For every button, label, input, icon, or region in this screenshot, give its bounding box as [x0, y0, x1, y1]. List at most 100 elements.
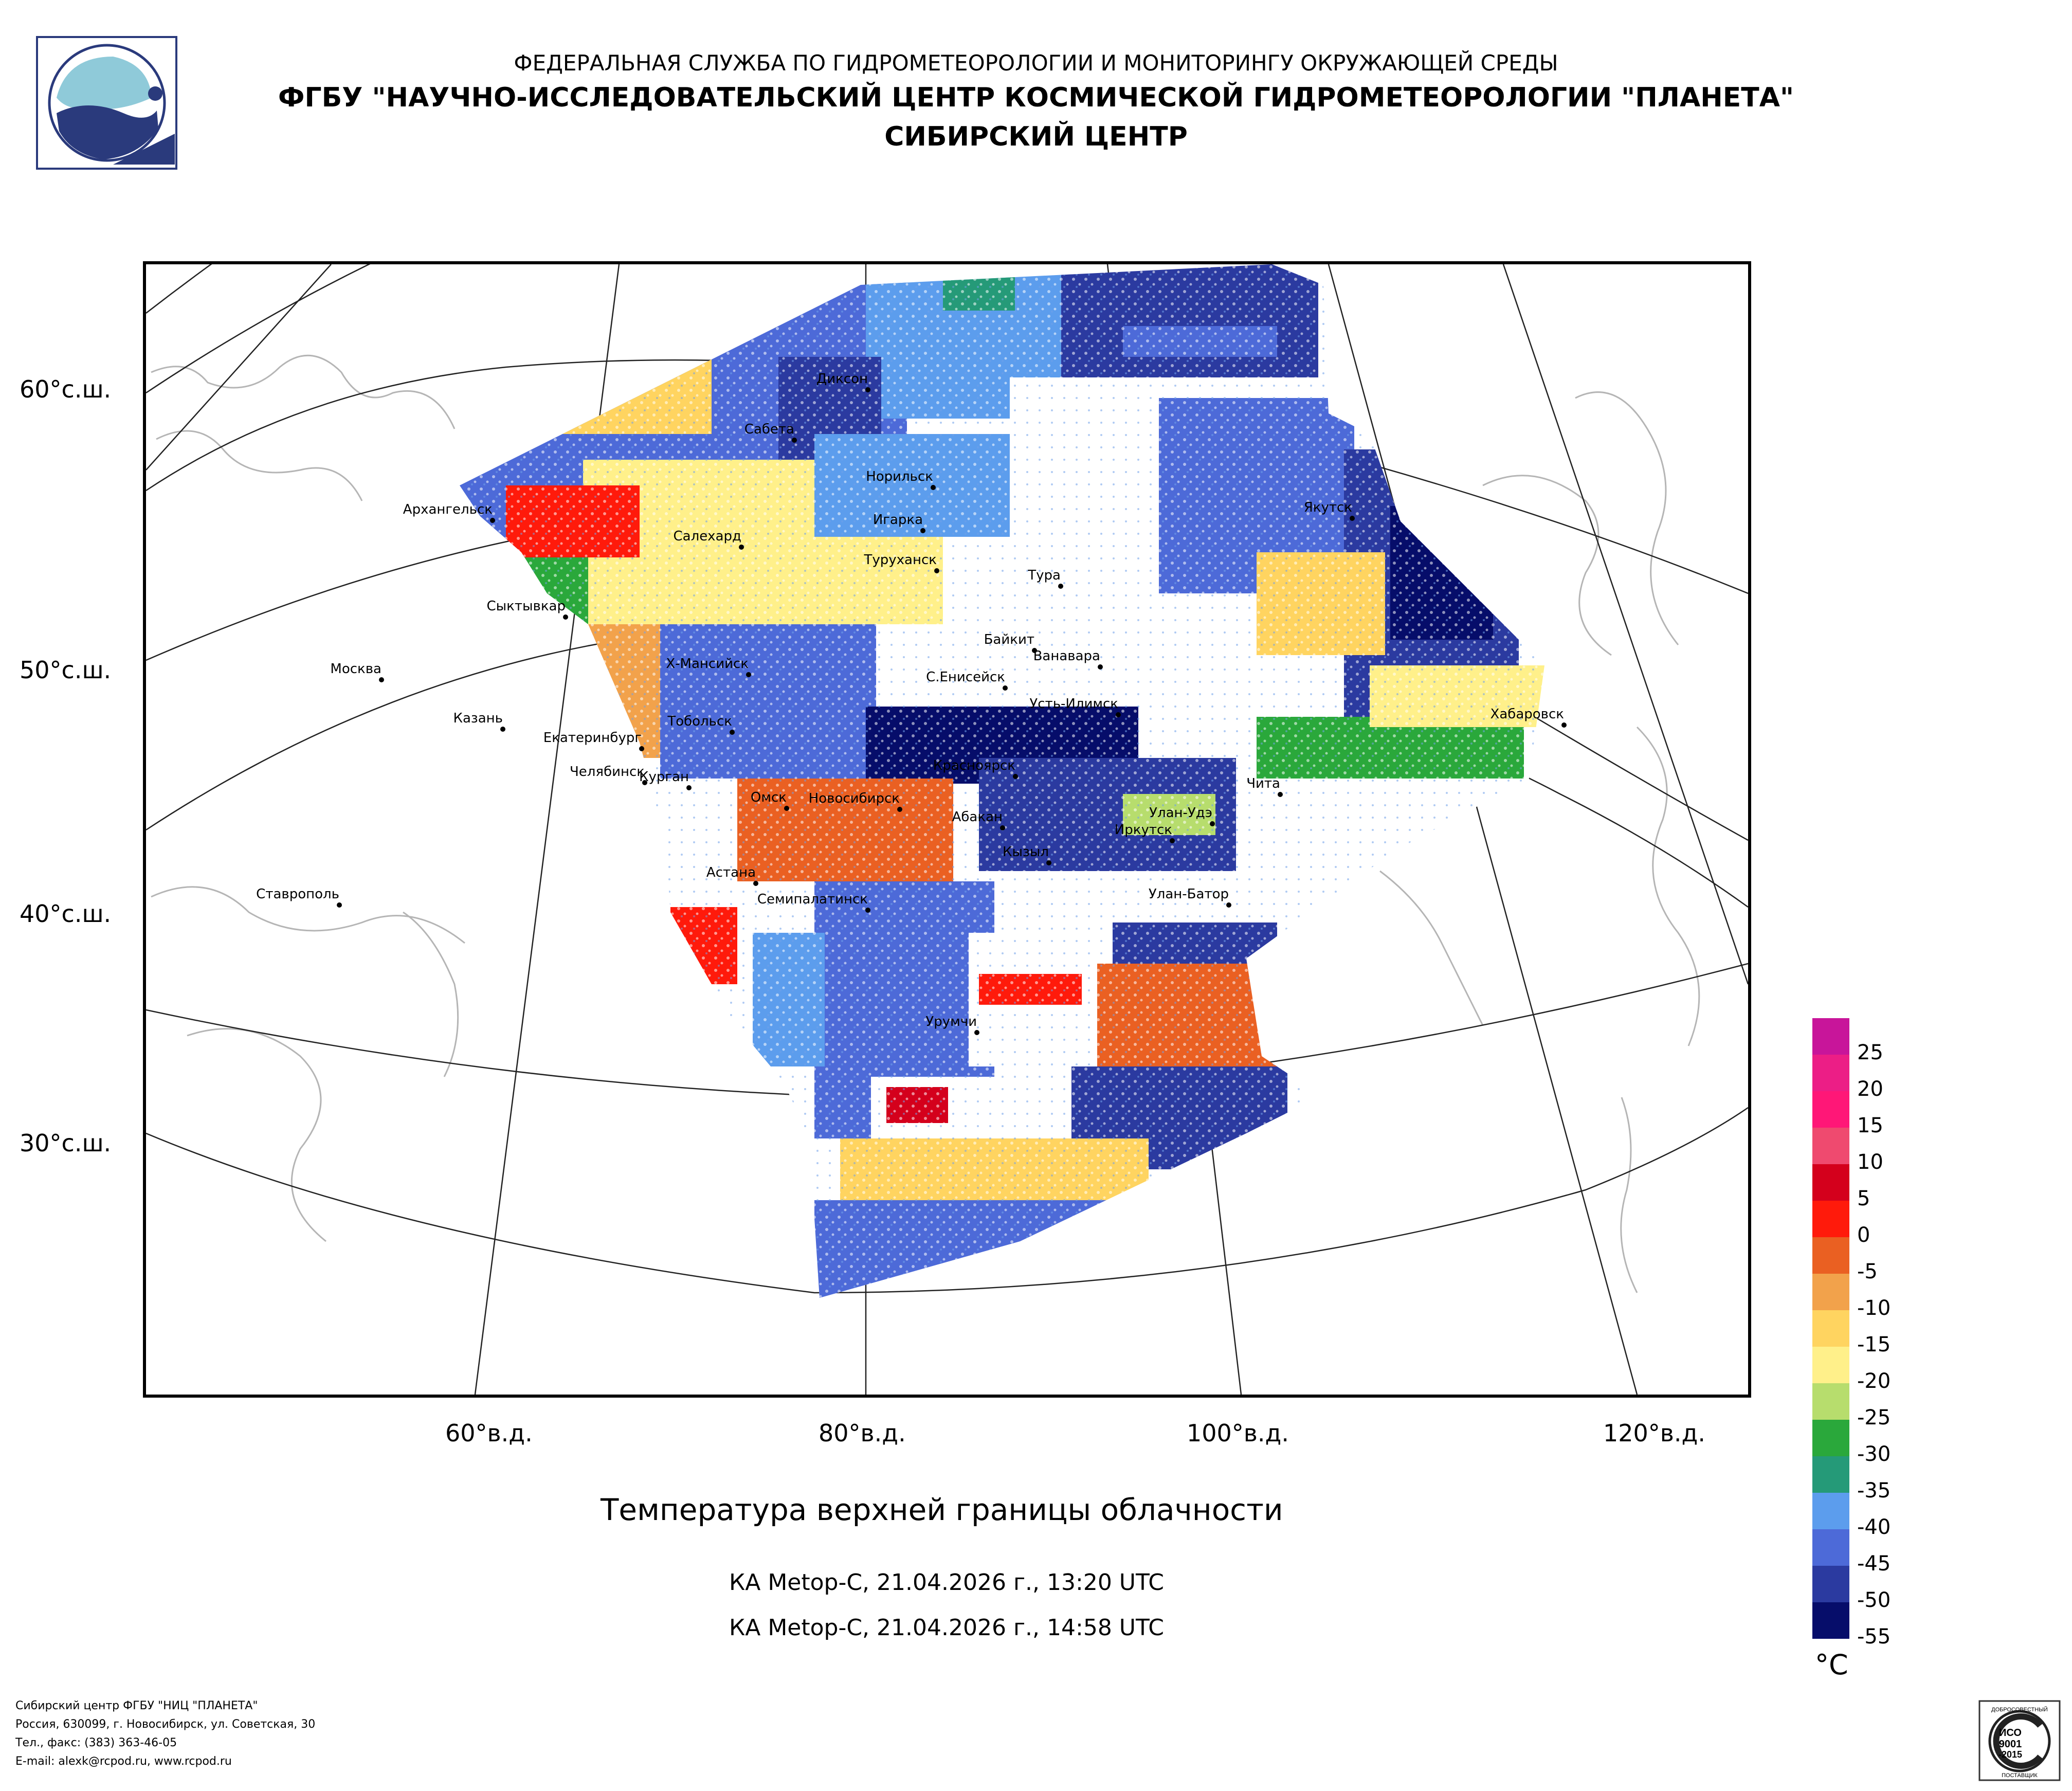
city-dot: [1561, 722, 1567, 728]
iso-text-2: 9001: [1999, 1739, 2022, 1750]
legend-tick-label: 0: [1857, 1223, 1870, 1247]
legend-unit: °C: [1815, 1649, 1848, 1681]
city-label: Ванавара: [1033, 648, 1100, 664]
temperature-legend: [1812, 1018, 1853, 1641]
city-label: Астана: [706, 865, 756, 880]
city-label: Чита: [1246, 776, 1280, 791]
city-label: Курган: [639, 769, 689, 785]
legend-tick-label: -5: [1857, 1260, 1878, 1283]
city-dot: [1046, 860, 1051, 865]
legend-color-cell: [1812, 1237, 1849, 1274]
city-dot: [642, 780, 647, 785]
legend-tick-label: -40: [1857, 1515, 1891, 1539]
city-label: Сыктывкар: [486, 599, 566, 614]
lat-label-50: 50°с.ш.: [20, 656, 112, 684]
city-dot: [974, 1030, 979, 1035]
city-dot: [730, 730, 735, 735]
city-label: Байкит: [984, 632, 1034, 647]
city-dot: [792, 438, 797, 443]
legend-color-cell: [1812, 1602, 1849, 1639]
city-dot: [1013, 774, 1018, 779]
city-dot: [1226, 902, 1231, 908]
legend-color-cell: [1812, 1055, 1849, 1091]
legend-color-cell: [1812, 1091, 1849, 1128]
city-label: Улан-Удэ: [1149, 805, 1212, 821]
city-label: Абакан: [952, 809, 1003, 825]
city-dot: [1098, 664, 1103, 670]
legend-color-cell: [1812, 1018, 1849, 1055]
legend-color-cell: [1812, 1383, 1849, 1420]
city-label: Якутск: [1303, 500, 1352, 515]
city-dot: [1058, 584, 1063, 589]
legend-tick-label: -30: [1857, 1442, 1891, 1466]
city-label: Норильск: [866, 469, 933, 484]
city-dot: [784, 806, 789, 811]
city-label: Москва: [330, 661, 381, 677]
city-label: Усть-Илимск: [1029, 696, 1118, 712]
city-dot: [1116, 712, 1121, 717]
city-dot: [500, 727, 505, 732]
city-label: С.Енисейск: [926, 670, 1005, 685]
cloud-top-imagery: [460, 264, 1544, 1298]
legend-color-cell: [1812, 1420, 1849, 1456]
satellite-pass-2: КА Metop-C, 21.04.2026 г., 14:58 UTC: [729, 1615, 1165, 1641]
city-dot: [1350, 516, 1355, 521]
legend-color-cell: [1812, 1128, 1849, 1164]
iso-top-text: ДОБРОСОВЕСТНЫЙ: [1991, 1706, 2048, 1713]
lon-label-100: 100°в.д.: [1187, 1419, 1289, 1447]
legend-color-cell: [1812, 1201, 1849, 1237]
legend-color-cell: [1812, 1529, 1849, 1566]
city-label: Х-Мансийск: [666, 656, 749, 672]
city-label: Новосибирск: [808, 791, 900, 806]
city-dot: [931, 485, 936, 490]
legend-tick-label: 5: [1857, 1187, 1870, 1210]
city-label: Кызыл: [1003, 844, 1049, 860]
iso-text-3: -2015: [1998, 1749, 2022, 1760]
legend-tick-label: 20: [1857, 1077, 1883, 1101]
legend-tick-label: -35: [1857, 1479, 1891, 1503]
legend-color-cell: [1812, 1347, 1849, 1383]
city-dot: [337, 902, 342, 908]
city-dot: [490, 518, 495, 523]
legend-tick-label: -45: [1857, 1552, 1891, 1576]
city-label: Екатеринбург: [543, 730, 642, 746]
city-dot: [865, 908, 870, 913]
city-label: Иркутск: [1114, 822, 1172, 838]
city-dot: [739, 545, 744, 550]
city-dot: [379, 677, 384, 682]
city-label: Тобольск: [667, 714, 732, 729]
legend-tick-label: -20: [1857, 1369, 1891, 1393]
city-dot: [934, 568, 939, 573]
legend-tick-label: -55: [1857, 1625, 1891, 1649]
city-label: Сабета: [744, 422, 794, 437]
header-institute: ФГБУ "НАУЧНО-ИССЛЕДОВАТЕЛЬСКИЙ ЦЕНТР КОС…: [278, 82, 1794, 113]
city-dot: [1000, 825, 1005, 830]
legend-color-cell: [1812, 1493, 1849, 1529]
header-center: СИБИРСКИЙ ЦЕНТР: [884, 121, 1188, 152]
lon-label-60: 60°в.д.: [445, 1419, 533, 1447]
iso-9001-badge: ДОБРОСОВЕСТНЫЙ ИСО 9001 -2015 ПОСТАВЩИК: [1978, 1700, 2061, 1781]
legend-color-cell: [1812, 1310, 1849, 1347]
legend-tick-label: 15: [1857, 1114, 1883, 1137]
city-label: Игарка: [873, 512, 923, 528]
city-label: Семипалатинск: [757, 892, 868, 907]
lon-label-80: 80°в.д.: [819, 1419, 906, 1447]
satellite-pass-1: КА Metop-C, 21.04.2026 г., 13:20 UTC: [729, 1569, 1165, 1596]
map-title: Температура верхней границы облачности: [601, 1492, 1283, 1527]
footer-email: E-mail: alexk@rcpod.ru, www.rcpod.ru: [15, 1755, 232, 1768]
coastlines: [151, 354, 1700, 1293]
city-label: Урумчи: [925, 1014, 977, 1029]
satellite-map: [143, 261, 1751, 1398]
city-label: Туруханск: [864, 552, 937, 568]
footer-address: Россия, 630099, г. Новосибирск, ул. Сове…: [15, 1718, 316, 1731]
city-dot: [865, 387, 870, 392]
lat-label-40: 40°с.ш.: [20, 900, 112, 928]
city-dot: [746, 672, 751, 677]
header-agency: ФЕДЕРАЛЬНАЯ СЛУЖБА ПО ГИДРОМЕТЕОРОЛОГИИ …: [514, 50, 1558, 76]
city-dot: [686, 785, 692, 790]
city-label: Диксон: [816, 371, 868, 387]
city-dot: [1032, 648, 1037, 653]
iso-bottom-text: ПОСТАВЩИК: [2002, 1772, 2038, 1779]
lon-label-120: 120°в.д.: [1603, 1419, 1705, 1447]
footer-contacts: Сибирский центр ФГБУ "НИЦ "ПЛАНЕТА" Росс…: [15, 1697, 315, 1771]
